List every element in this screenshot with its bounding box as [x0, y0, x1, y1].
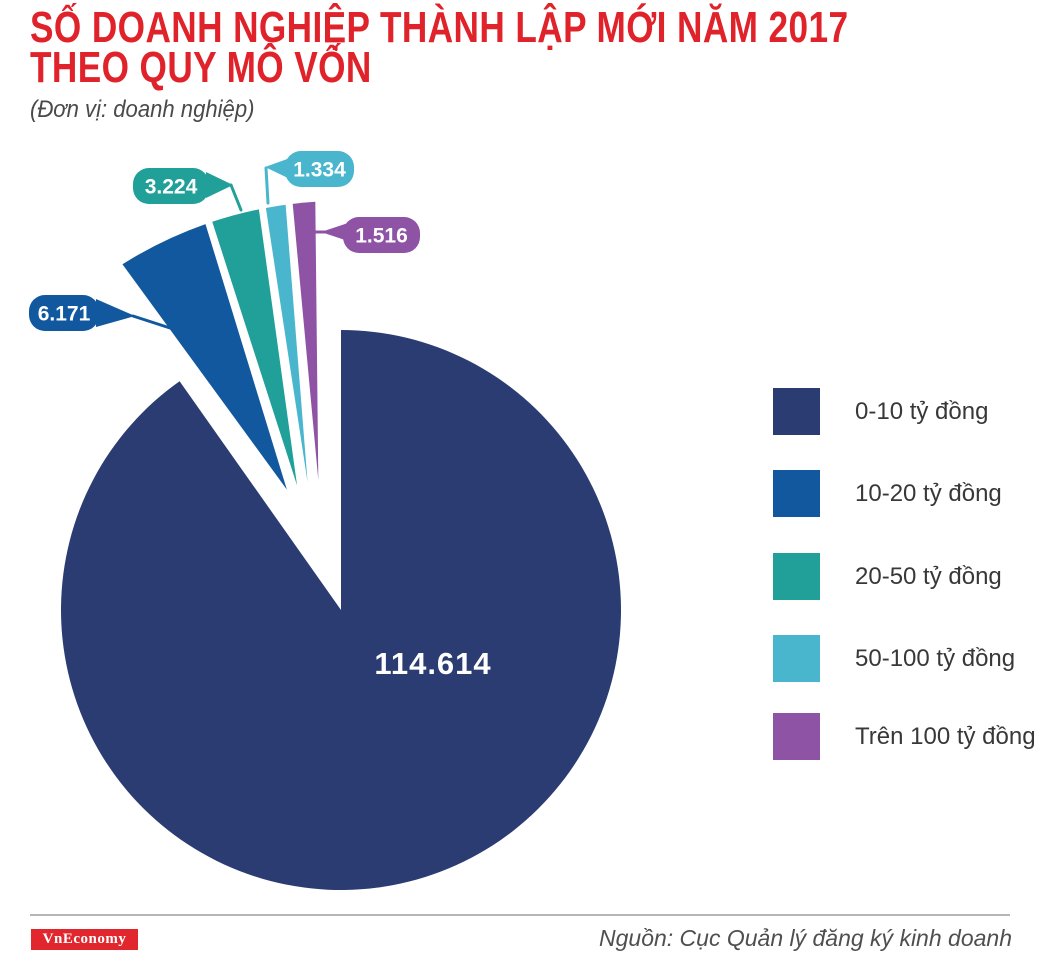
legend-swatch — [773, 713, 820, 760]
callout-1: 3.224 — [133, 168, 243, 212]
callout-connector — [131, 314, 172, 330]
pie-slice-main — [61, 330, 622, 890]
pie-slice-exploded-1 — [212, 209, 298, 486]
callout-0: 6.171 — [29, 295, 172, 331]
legend: 0-10 tỷ đồng 10-20 tỷ đồng 20-50 tỷ đồng 50… — [773, 0, 1036, 800]
page-title: SỐ DOANH NGHIỆP THÀNH LẬP MỚI NĂM 2017 T… — [30, 3, 1040, 92]
callout-3: 1.516 — [314, 217, 420, 253]
callout-pill — [29, 295, 99, 331]
legend-swatch — [773, 388, 820, 435]
pie-slice-exploded-2 — [265, 204, 308, 483]
callout-connector — [229, 183, 243, 212]
callout-value: 6.171 — [38, 303, 91, 326]
legend-label: 50-100 tỷ đồng — [855, 645, 1016, 672]
callout-value: 3.224 — [145, 176, 198, 199]
footer-divider — [30, 914, 1010, 916]
callout-value: 1.334 — [293, 159, 346, 182]
logo-text: VnEconomy — [42, 931, 127, 947]
legend-label: 0-10 tỷ đồng — [855, 398, 989, 425]
callout-pill — [133, 168, 209, 204]
source-attribution: Nguồn: Cục Quản lý đăng ký kinh doanh — [599, 925, 1012, 951]
callout-tail — [321, 223, 348, 241]
legend-label: 10-20 tỷ đồng — [855, 480, 1002, 507]
main-slice-value: 114.614 — [374, 646, 491, 681]
callout-tail — [265, 158, 290, 179]
legend-label: Trên 100 tỷ đồng — [855, 723, 1036, 750]
legend-label: 20-50 tỷ đồng — [855, 563, 1002, 590]
callout-value: 1.516 — [355, 225, 408, 248]
pie-slice-exploded-0 — [122, 224, 287, 490]
callout-2: 1.334 — [264, 151, 354, 205]
callout-connector — [264, 166, 270, 205]
vneconomy-logo: VnEconomy — [31, 929, 138, 950]
legend-swatch — [773, 470, 820, 517]
unit-note: (Đơn vị: doanh nghiệp) — [30, 96, 255, 123]
callout-pill — [343, 217, 420, 253]
legend-swatch — [773, 553, 820, 600]
title-line-2: THEO QUY MÔ VỐN — [30, 43, 372, 92]
title-line-1: SỐ DOANH NGHIỆP THÀNH LẬP MỚI NĂM 2017 — [30, 3, 849, 52]
callout-pill — [285, 151, 354, 187]
pie-slice-exploded-3 — [292, 201, 319, 480]
callout-tail — [96, 299, 135, 327]
legend-swatch — [773, 635, 820, 682]
callout-tail — [206, 172, 233, 198]
